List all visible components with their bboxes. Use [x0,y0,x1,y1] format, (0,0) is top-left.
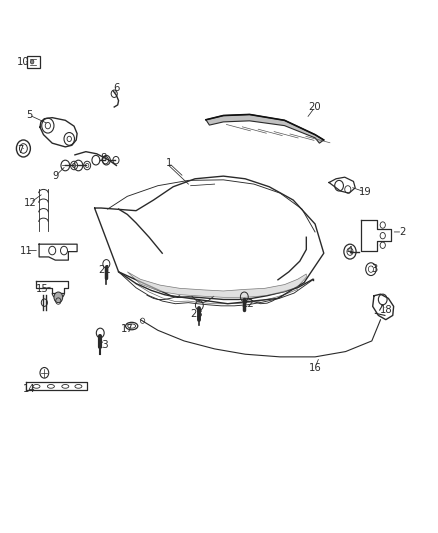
Text: 7: 7 [17,144,24,155]
Text: 3: 3 [371,264,377,274]
Polygon shape [127,272,306,297]
Text: 9: 9 [52,171,58,181]
Ellipse shape [62,384,69,388]
Text: 8: 8 [100,152,106,163]
Text: 10: 10 [17,57,30,67]
Text: 4: 4 [347,246,353,255]
Text: 14: 14 [23,384,35,394]
Ellipse shape [126,322,138,330]
Text: 1: 1 [166,158,172,168]
Text: 18: 18 [379,305,392,315]
Text: 17: 17 [121,324,134,334]
Text: 6: 6 [113,83,120,93]
Ellipse shape [75,384,82,388]
Circle shape [54,292,63,303]
Text: 22: 22 [241,298,254,309]
Text: 12: 12 [24,198,37,208]
Polygon shape [206,115,324,143]
Ellipse shape [47,384,54,388]
Text: 21: 21 [98,265,111,275]
Text: 13: 13 [97,340,110,350]
Ellipse shape [33,384,40,388]
Ellipse shape [128,324,136,328]
Text: 2: 2 [399,227,406,237]
Text: 16: 16 [309,362,321,373]
Text: 20: 20 [309,102,321,112]
Text: 11: 11 [20,246,32,255]
Text: 15: 15 [36,284,49,294]
Text: 23: 23 [190,309,203,319]
Circle shape [30,60,34,64]
Text: 5: 5 [26,110,32,120]
Text: 19: 19 [359,187,371,197]
FancyBboxPatch shape [27,56,40,68]
